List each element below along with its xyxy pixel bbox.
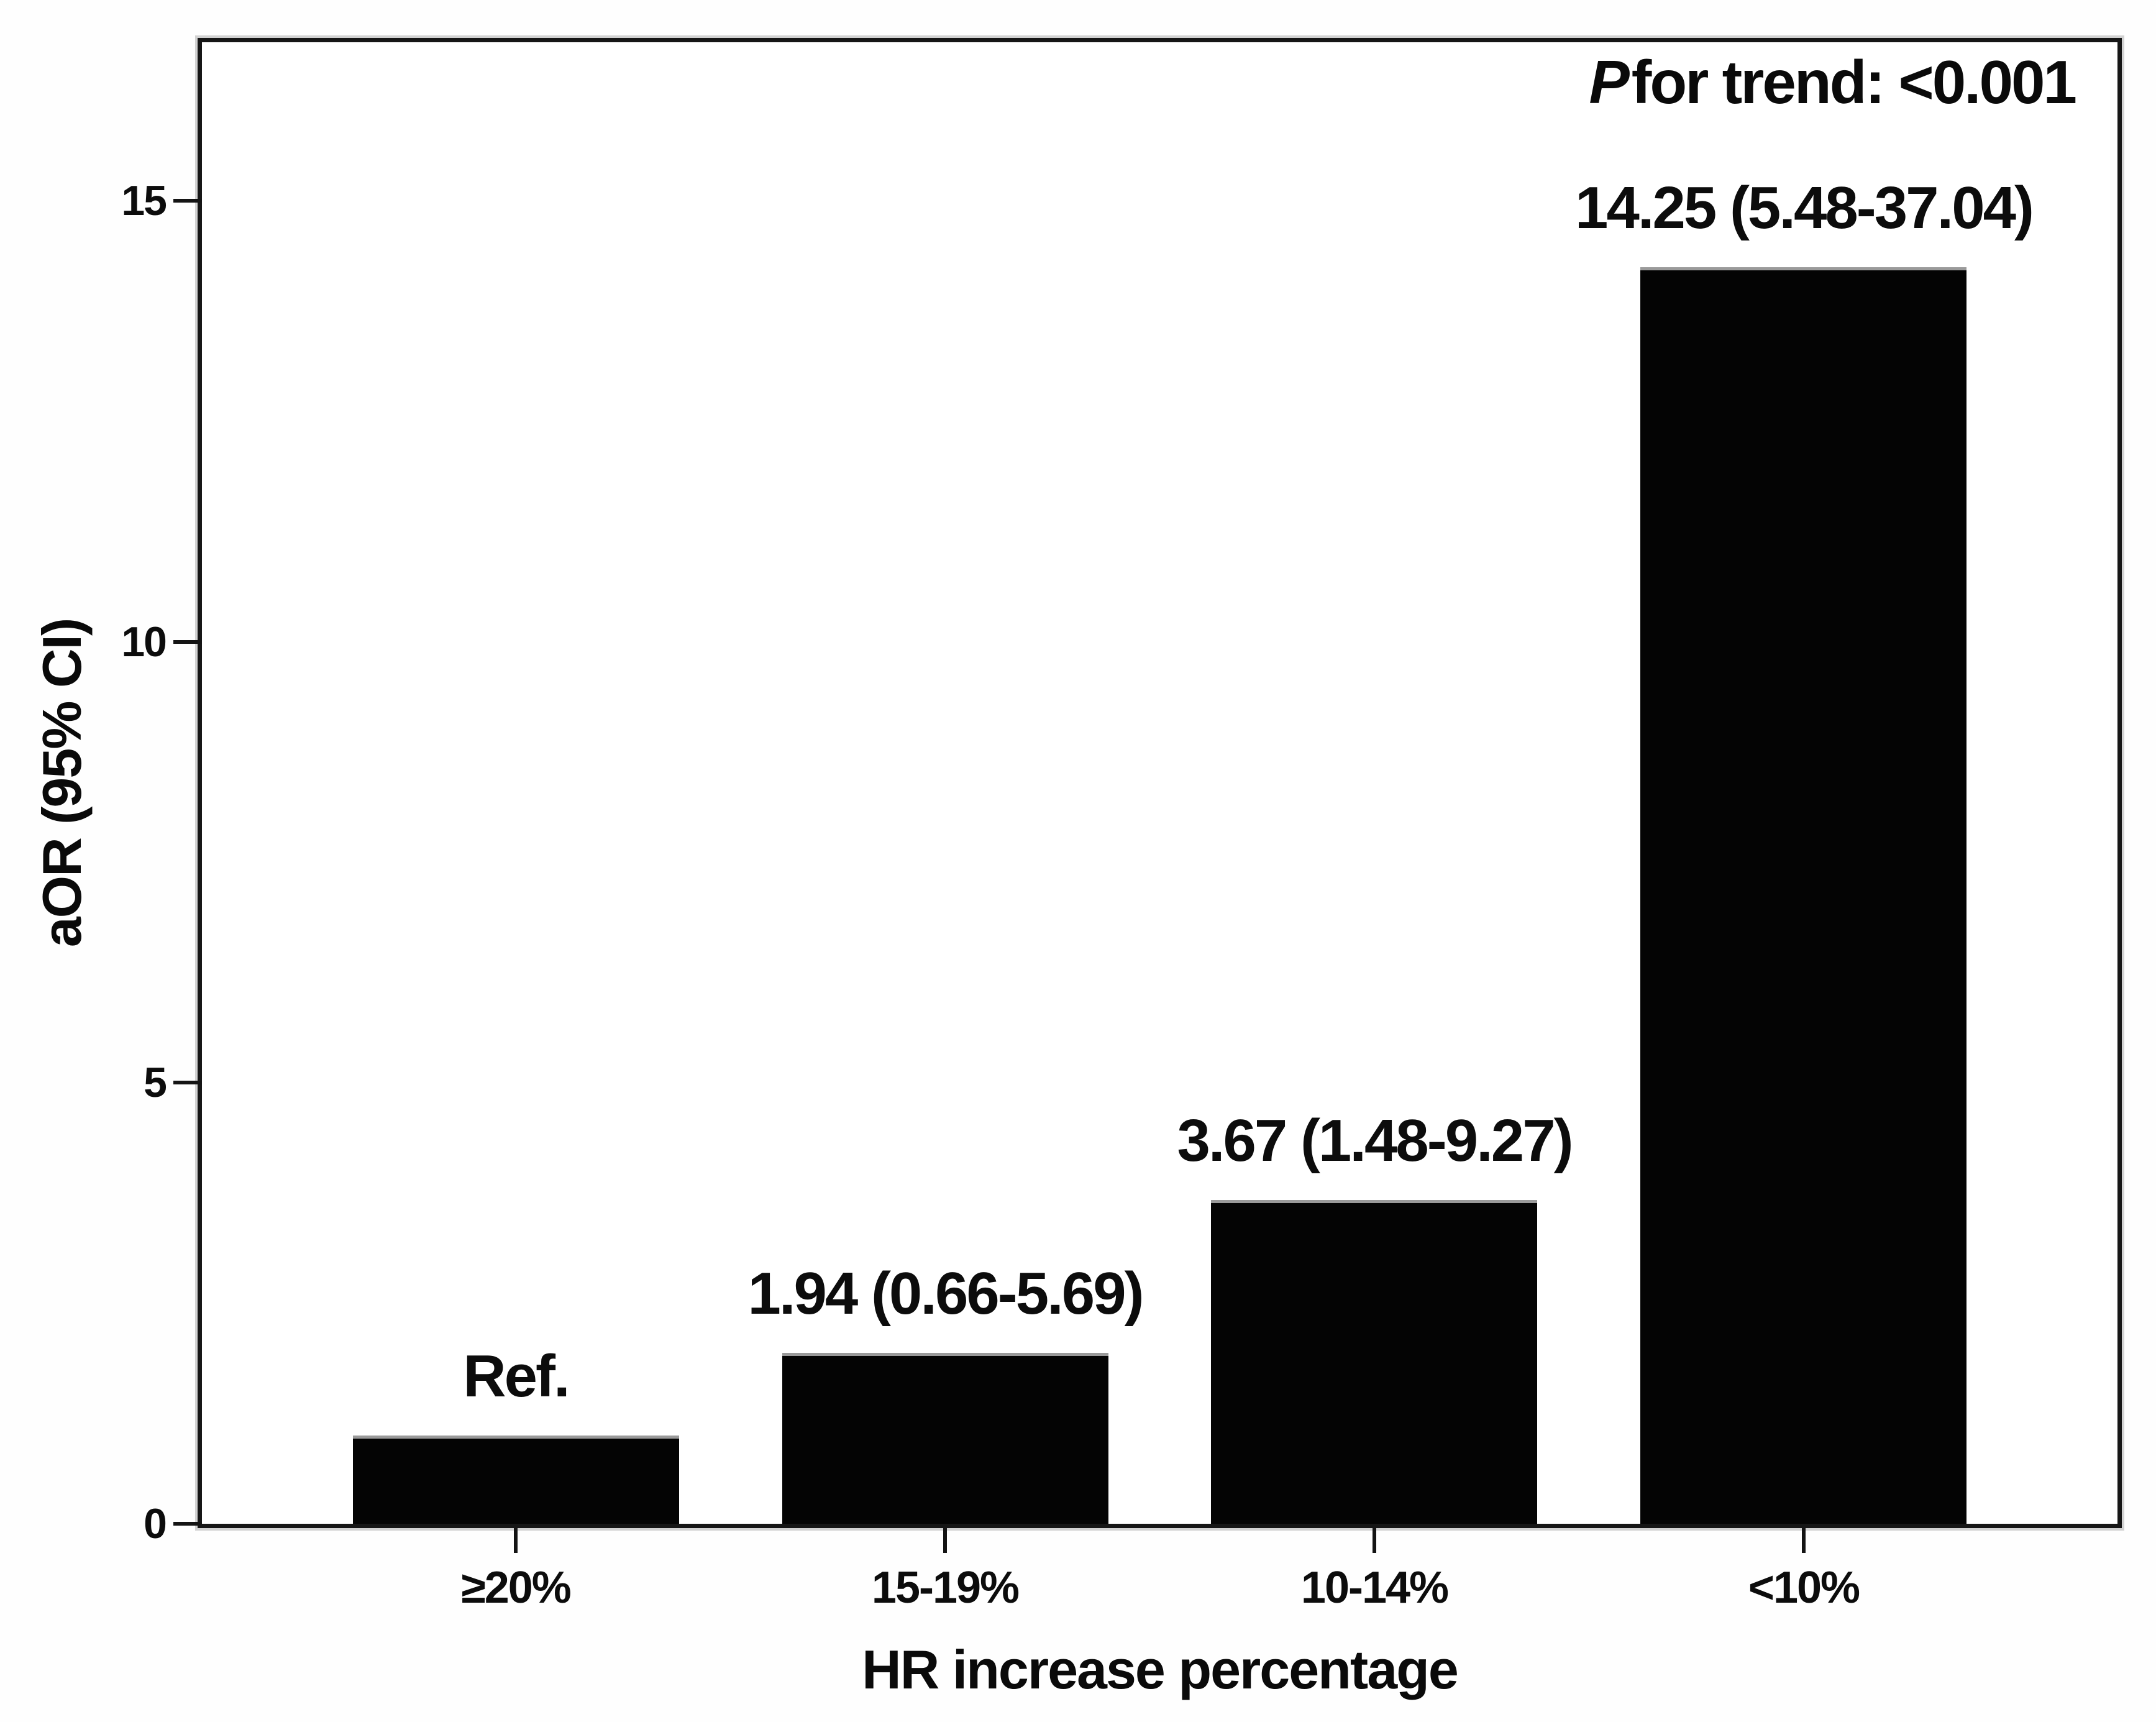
y-tick (173, 199, 202, 203)
y-tick (173, 1081, 202, 1085)
x-tick-label: 10-14% (1300, 1563, 1449, 1613)
y-tick-label: 10 (121, 618, 167, 666)
y-tick-label: 5 (144, 1059, 167, 1107)
y-tick (173, 639, 202, 644)
x-tick (1373, 1528, 1376, 1553)
y-tick-label: 15 (121, 177, 167, 225)
x-axis-title: HR increase percentage (862, 1639, 1459, 1700)
x-tick (514, 1528, 518, 1553)
y-tick-label: 0 (144, 1500, 167, 1547)
bar (1211, 1200, 1537, 1524)
annotation-p-symbol: P (1589, 48, 1629, 116)
y-tick (173, 1522, 202, 1526)
x-tick (943, 1528, 947, 1553)
x-tick-label: 15-19% (871, 1563, 1020, 1613)
bar (782, 1353, 1108, 1524)
bar-value-label: Ref. (463, 1343, 570, 1409)
y-axis-title: aOR (95% CI) (31, 618, 93, 948)
bar-value-label: 1.94 (0.66-5.69) (747, 1260, 1144, 1327)
bar (353, 1436, 679, 1524)
p-for-trend-annotation: Pfor trend: <0.001 (1589, 47, 2077, 117)
bar (1640, 267, 1966, 1524)
annotation-text: for trend: <0.001 (1631, 48, 2077, 116)
bar-value-label: 14.25 (5.48-37.04) (1575, 175, 2034, 241)
x-tick-label: ≥20% (461, 1563, 572, 1613)
x-tick-label: <10% (1748, 1563, 1860, 1613)
x-tick (1802, 1528, 1806, 1553)
bar-value-label: 3.67 (1.48-9.27) (1177, 1107, 1573, 1174)
